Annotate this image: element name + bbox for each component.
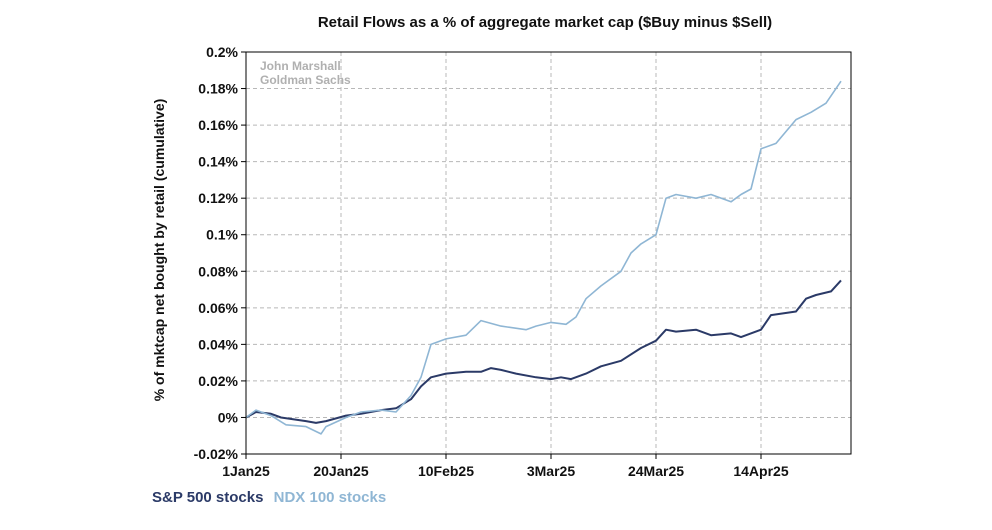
y-tick-label: 0% [218,409,239,425]
watermark-line: John Marshall [260,59,341,73]
y-tick-label: 0.14% [198,154,238,170]
y-tick-label: 0.02% [198,373,238,389]
legend-entry-sp500: S&P 500 stocks [152,489,264,506]
x-tick-label: 24Mar25 [628,463,684,479]
y-tick-label: 0.2% [206,44,238,60]
x-tick-label: 10Feb25 [418,463,474,479]
series-layer [245,80,842,435]
series-line-sp500 [245,279,842,424]
y-tick-label: 0.18% [198,81,238,97]
plot-frame [245,51,852,455]
chart-title: Retail Flows as a % of aggregate market … [317,14,773,31]
y-tick-label: 0.08% [198,263,238,279]
x-tick-label: 3Mar25 [527,463,575,479]
y-tick-label: 0.06% [198,300,238,316]
axis-layer: -0.02% 0% 0.02% 0.04% 0.06% 0.08% 0.1% 0.12% 0.1… [194,44,852,479]
legend-entry-ndx100: NDX 100 stocks [273,489,387,506]
x-tick-label: 20Jan25 [313,463,368,479]
y-tick-label: 0.12% [198,190,238,206]
x-tick-label: 1Jan25 [222,463,270,479]
y-tick-label: -0.02% [194,446,239,462]
legend: S&P 500 stocks NDX 100 stocks [152,489,392,506]
grid-layer [246,52,851,454]
x-tick-label: 14Apr25 [733,463,788,479]
y-tick-label: 0.04% [198,336,238,352]
watermark-line: Goldman Sachs [260,73,351,87]
y-tick-label: 0.16% [198,117,238,133]
series-line-ndx100 [245,80,842,435]
y-tick-label: 0.1% [206,227,238,243]
y-axis-label: % of mktcap net bought by retail (cumula… [151,98,167,402]
